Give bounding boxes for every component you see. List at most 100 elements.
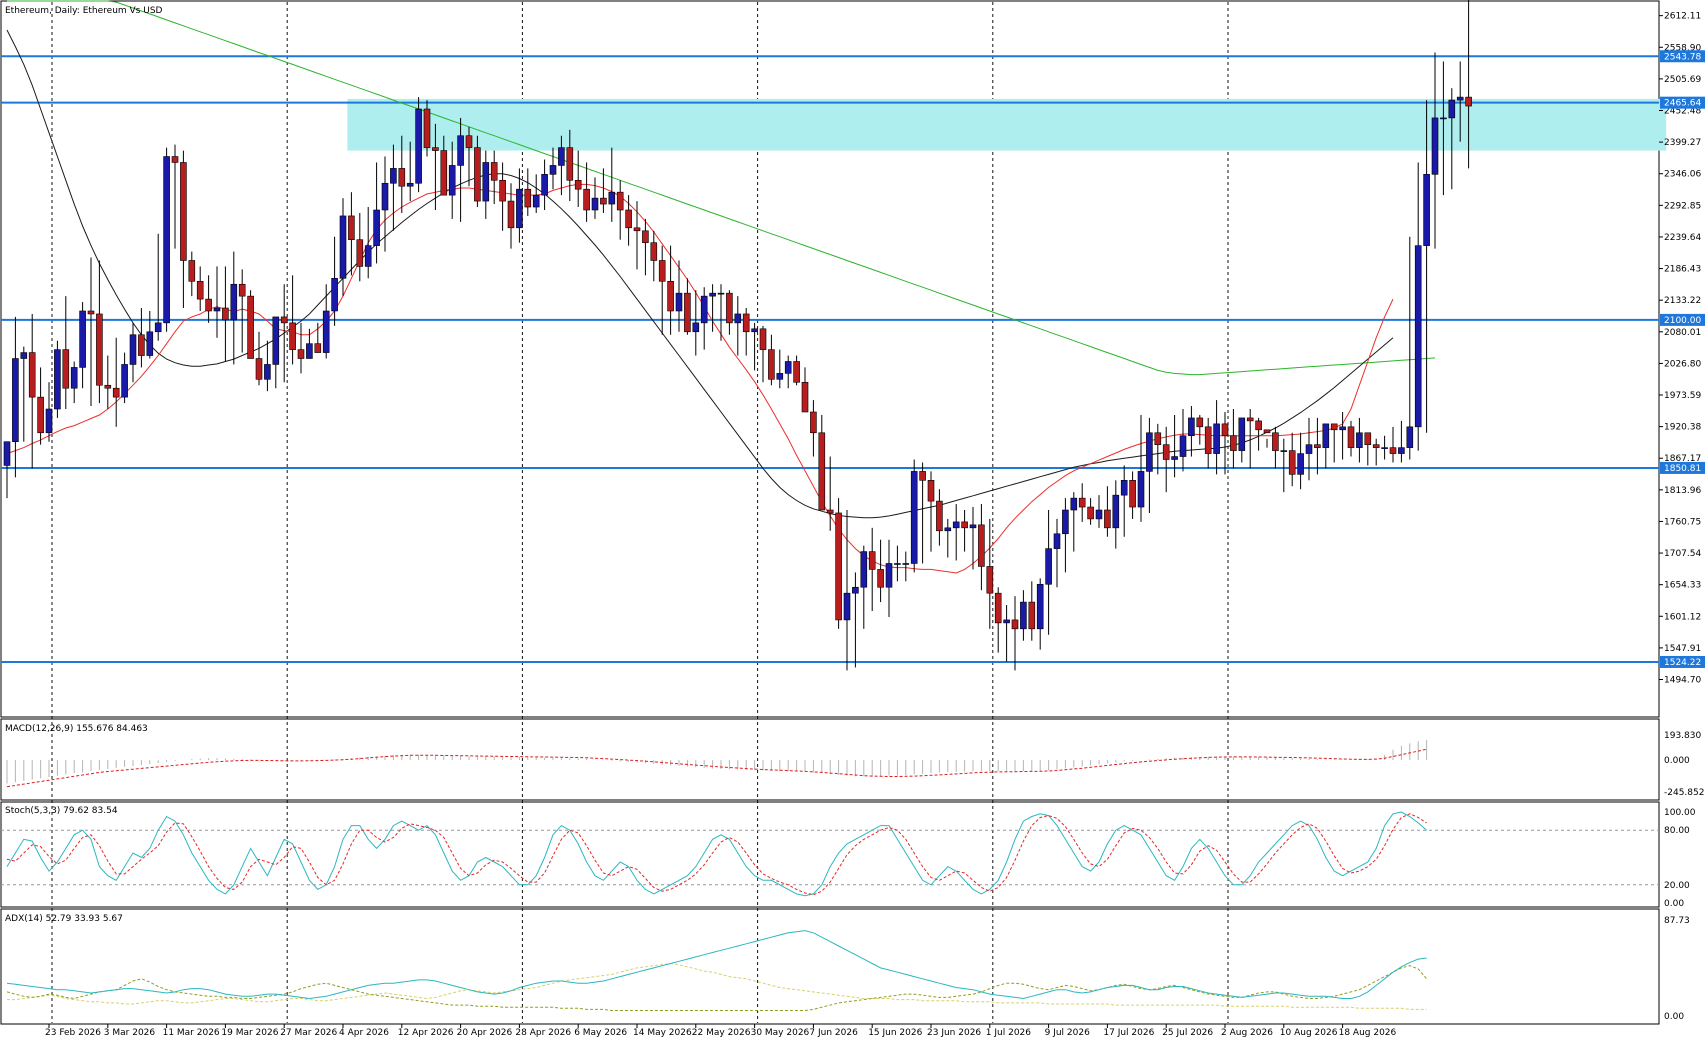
price-axis[interactable]: 2612.11 2558.90 2505.69 2452.48 2399.27 2346.… bbox=[1659, 12, 1705, 1022]
candle-body-25 bbox=[213, 307, 221, 312]
stoch-panel[interactable]: Stoch(5,3,3) 79.62 83.54 bbox=[0, 801, 1660, 908]
candle-body-36 bbox=[306, 343, 313, 359]
candle-body-113 bbox=[952, 521, 960, 529]
candle-body-21 bbox=[180, 162, 187, 261]
resistance-zone bbox=[347, 98, 1667, 151]
candle-body-26 bbox=[222, 307, 229, 321]
candle-body-121 bbox=[1020, 601, 1027, 630]
level-price-tag-4 bbox=[1660, 655, 1705, 668]
candle-body-61 bbox=[516, 188, 523, 229]
candle-body-30 bbox=[255, 358, 263, 380]
candle-body-31 bbox=[264, 364, 271, 380]
candle-body-23 bbox=[196, 280, 204, 300]
stoch-tick-label-0: 100.00 bbox=[1664, 808, 1696, 818]
candle-body-106 bbox=[894, 563, 901, 565]
candle-body-87 bbox=[734, 313, 742, 324]
candle-body-98 bbox=[826, 509, 834, 514]
ma-slow-line bbox=[6, 29, 1394, 519]
candle-body-34 bbox=[289, 322, 296, 350]
candle-body-2 bbox=[20, 352, 28, 359]
candle-body-74 bbox=[625, 209, 632, 229]
macd-series bbox=[6, 740, 1428, 788]
level-price-label-2: 2100.00 bbox=[1664, 316, 1701, 326]
adx-tick-label-0: 87.73 bbox=[1664, 916, 1690, 926]
candle-body-53 bbox=[448, 165, 456, 196]
macd-panel[interactable]: MACD(12,26,9) 155.676 84.463 bbox=[0, 718, 1660, 801]
adx-panel[interactable]: ADX(14) 52.79 33.93 5.67 bbox=[0, 908, 1660, 1025]
candle-body-154 bbox=[1297, 453, 1304, 475]
candle-body-11 bbox=[96, 313, 103, 386]
candle-body-86 bbox=[726, 292, 733, 324]
date-label-0: 23 Feb 2026 bbox=[45, 1028, 101, 1037]
candle-body-47 bbox=[398, 168, 406, 187]
price-panel[interactable]: Ethereum, Daily: Ethereum Vs USD bbox=[0, 0, 1667, 718]
price-tick-label-10: 2080.01 bbox=[1664, 328, 1701, 338]
candle-body-149 bbox=[1255, 420, 1262, 431]
candle-body-60 bbox=[507, 200, 515, 229]
candle-body-28 bbox=[238, 283, 246, 297]
adx-line bbox=[6, 930, 1427, 1000]
candle-body-168 bbox=[1414, 245, 1422, 428]
candle-body-111 bbox=[936, 500, 943, 532]
stoch-tick-label-1: 80.00 bbox=[1664, 826, 1690, 836]
price-tick-label-2: 2505.69 bbox=[1664, 75, 1701, 85]
date-label-21: 10 Aug 2026 bbox=[1280, 1028, 1338, 1037]
candle-body-137 bbox=[1154, 432, 1162, 445]
ma-fast-line bbox=[6, 183, 1394, 574]
candle-body-40 bbox=[339, 215, 347, 279]
price-tick-label-7: 2239.64 bbox=[1664, 233, 1701, 243]
date-label-12: 30 May 2026 bbox=[751, 1028, 810, 1037]
candle-body-75 bbox=[633, 227, 641, 232]
date-label-8: 28 Apr 2026 bbox=[515, 1028, 571, 1037]
candle-body-5 bbox=[45, 408, 53, 434]
candle-body-35 bbox=[297, 349, 305, 359]
candle-body-71 bbox=[600, 197, 607, 205]
candle-body-108 bbox=[910, 471, 918, 564]
macd-tick-label-0: 193.830 bbox=[1664, 731, 1701, 741]
candle-body-156 bbox=[1314, 444, 1321, 448]
adx-series bbox=[6, 930, 1427, 1011]
price-tick-label-20: 1547.91 bbox=[1664, 644, 1701, 654]
level-price-label-3: 1850.81 bbox=[1664, 464, 1701, 474]
date-label-16: 1 Jul 2026 bbox=[986, 1028, 1031, 1037]
candle-body-46 bbox=[390, 168, 397, 184]
candle-body-89 bbox=[751, 328, 758, 333]
price-tick-label-6: 2292.85 bbox=[1664, 201, 1701, 211]
candle-body-123 bbox=[1036, 583, 1044, 630]
candle-body-50 bbox=[423, 108, 431, 148]
candle-body-19 bbox=[163, 156, 170, 324]
date-label-18: 17 Jul 2026 bbox=[1103, 1028, 1154, 1037]
candle-body-43 bbox=[364, 245, 372, 267]
date-label-2: 11 Mar 2026 bbox=[163, 1028, 220, 1037]
candle-body-80 bbox=[675, 292, 683, 312]
candle-body-143 bbox=[1204, 426, 1212, 454]
candle-body-54 bbox=[457, 135, 464, 166]
adx-di-plus-line bbox=[6, 965, 1427, 1011]
macd-tick-label-1: 0.000 bbox=[1664, 756, 1690, 766]
time-axis[interactable]: 23 Feb 2026 3 Mar 2026 11 Mar 2026 19 Mar 2… bbox=[45, 1024, 1397, 1037]
candle-body-144 bbox=[1213, 423, 1220, 454]
price-tick-label-12: 1973.59 bbox=[1664, 391, 1701, 401]
candle-body-160 bbox=[1347, 426, 1355, 448]
candle-body-65 bbox=[549, 165, 557, 175]
candle-body-174 bbox=[1465, 96, 1472, 107]
stoch-main-line bbox=[6, 811, 1427, 897]
candle-body-140 bbox=[1179, 435, 1187, 457]
price-tick-label-15: 1813.96 bbox=[1664, 486, 1701, 496]
date-label-15: 23 Jun 2026 bbox=[927, 1028, 981, 1037]
candle-body-152 bbox=[1280, 450, 1288, 452]
candle-body-82 bbox=[692, 322, 700, 333]
level-price-label-4: 1524.22 bbox=[1664, 658, 1701, 668]
candle-body-8 bbox=[70, 367, 78, 389]
candle-body-132 bbox=[1112, 494, 1120, 529]
candle-body-136 bbox=[1146, 432, 1153, 472]
candle-body-51 bbox=[432, 147, 439, 151]
adx-di-minus-line bbox=[7, 962, 1427, 1010]
candle-body-96 bbox=[810, 411, 817, 434]
adx-label: ADX(14) 52.79 33.93 5.67 bbox=[5, 914, 123, 924]
price-tick-label-1: 2558.90 bbox=[1664, 43, 1701, 53]
date-label-1: 3 Mar 2026 bbox=[104, 1028, 156, 1037]
level-price-tag-3 bbox=[1660, 461, 1705, 474]
price-tick-label-21: 1494.70 bbox=[1664, 676, 1701, 686]
